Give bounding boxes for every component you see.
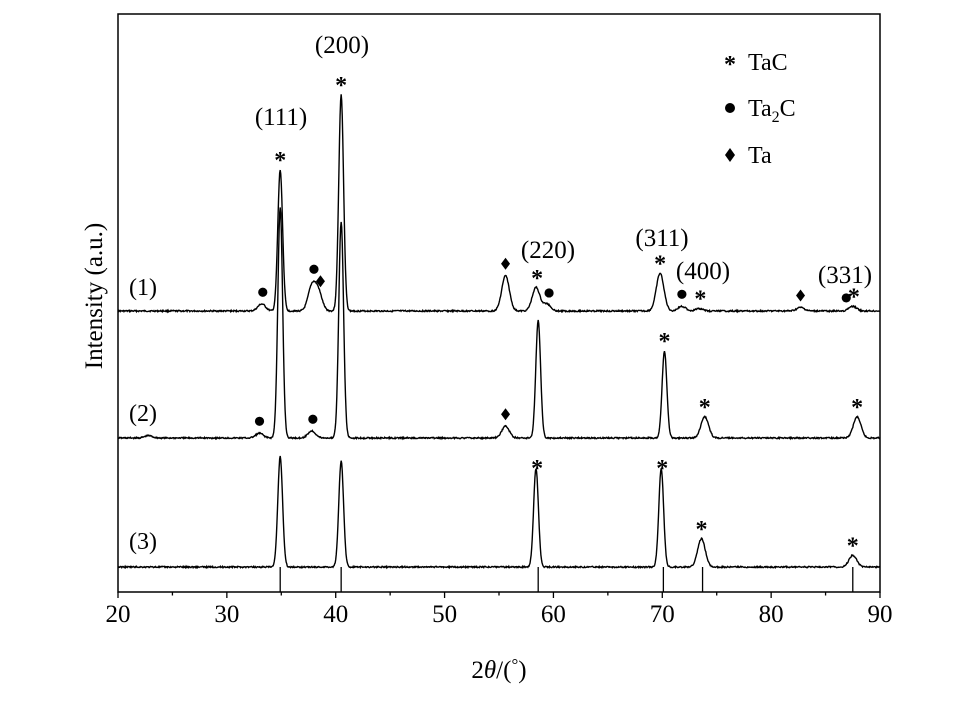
x-axis-ticks: 20 30 40 50 60 70 80 90 <box>106 592 893 628</box>
x-tick-label-90: 90 <box>868 601 893 628</box>
series-line-1 <box>117 94 881 314</box>
peak-label-layer: (200) (111) (220) (311) (400) (331) <box>255 32 872 289</box>
x-tick-label-20: 20 <box>106 601 131 628</box>
legend-label-0: TaC <box>748 50 788 76</box>
legend-diamond-marker <box>725 148 735 162</box>
series-label-2: (2) <box>129 401 157 427</box>
star-marker-20: * <box>531 456 543 482</box>
circle-marker-14 <box>254 416 265 426</box>
circle-marker-2 <box>258 287 268 297</box>
peak-label-4: (400) <box>676 258 730 285</box>
x-tick-label-30: 30 <box>214 601 239 628</box>
star-marker-21: * <box>656 456 668 482</box>
x-label-degree: ° <box>511 655 518 674</box>
x-tick-label-80: 80 <box>759 601 784 628</box>
circle-marker-12 <box>841 293 851 303</box>
legend-label-main-1: Ta <box>748 96 772 122</box>
star-marker-17: * <box>658 329 670 355</box>
x-axis-label: 2θ/(°) <box>471 655 526 684</box>
circle-marker-3 <box>309 264 319 274</box>
peak-label-1: (111) <box>255 104 307 131</box>
reference-lines <box>279 567 854 592</box>
diamond-marker-4 <box>315 275 325 288</box>
x-label-part-3: /( <box>496 657 511 684</box>
x-label-theta: θ <box>484 657 496 684</box>
x-tick-label-70: 70 <box>650 601 675 628</box>
diamond-marker-5 <box>501 257 511 270</box>
x-tick-label-40: 40 <box>323 601 348 628</box>
series-label-3: (3) <box>129 529 157 555</box>
star-marker-18: * <box>699 395 711 421</box>
x-tick-label-60: 60 <box>541 601 566 628</box>
diamond-marker-11 <box>796 289 806 302</box>
series-label-1: (1) <box>129 275 157 301</box>
peak-label-3: (311) <box>635 225 688 252</box>
star-marker-23: * <box>847 533 859 559</box>
x-tick-label-50: 50 <box>432 601 457 628</box>
circle-marker-15 <box>308 414 318 424</box>
diamond-marker-16 <box>501 408 511 421</box>
marker-layer: * * * * * * * * * * * * * <box>254 73 863 559</box>
series-line-2 <box>117 207 881 441</box>
series-layer <box>117 94 881 570</box>
star-marker-1: * <box>335 73 347 99</box>
peak-label-0: (200) <box>315 32 369 59</box>
y-axis-label: Intensity (a.u.) <box>81 223 108 369</box>
star-marker-22: * <box>695 517 707 543</box>
star-marker-6: * <box>531 266 543 292</box>
legend-label-sub-1: 2 <box>772 109 780 126</box>
legend-star-marker: * <box>724 52 736 78</box>
star-marker-19: * <box>851 395 863 421</box>
legend-label-1: Ta2C <box>748 96 796 126</box>
series-label-layer: (1) (2) (3) <box>129 275 157 555</box>
x-label-part-1: 2 <box>471 657 484 684</box>
star-marker-10: * <box>694 287 706 313</box>
legend-circle-marker <box>725 103 735 113</box>
star-marker-13: * <box>848 284 860 310</box>
peak-label-5: (331) <box>818 262 872 289</box>
star-marker-0: * <box>274 148 286 174</box>
legend-label-tail-1: C <box>780 96 796 122</box>
star-marker-8: * <box>654 251 666 277</box>
legend-label-main-2: Ta <box>748 143 772 169</box>
peak-label-2: (220) <box>521 237 575 264</box>
circle-marker-9 <box>677 289 687 299</box>
legend-label-main-0: TaC <box>748 50 788 76</box>
legend-label-2: Ta <box>748 143 772 169</box>
circle-marker-7 <box>544 288 554 298</box>
x-label-part-5: ) <box>518 657 526 684</box>
series-line-3 <box>117 455 881 570</box>
